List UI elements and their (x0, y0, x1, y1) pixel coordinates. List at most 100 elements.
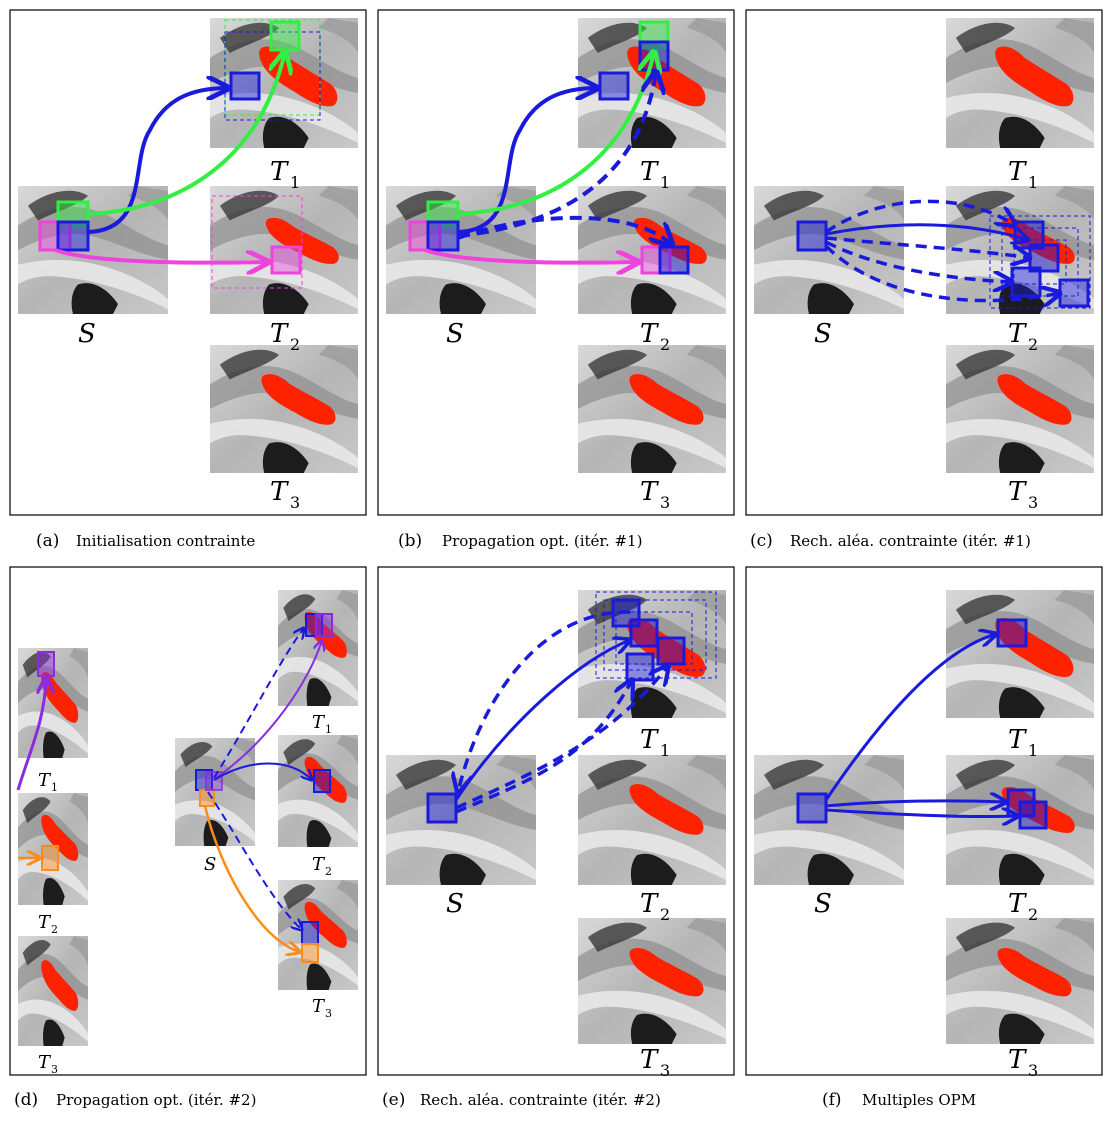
label-t1-sub: 1 (325, 723, 332, 736)
label-t3-sub: 3 (1028, 493, 1038, 512)
left-label-t2: T (38, 912, 52, 933)
label-t2: T (640, 319, 659, 349)
source-blue-patch (426, 792, 458, 824)
label-t2-sub: 2 (1028, 905, 1038, 924)
label-t3-sub: 3 (290, 493, 300, 512)
caption-b: (b) Propagation opt. (itér. #1) (398, 531, 642, 551)
label-t3-sub: 3 (660, 1061, 670, 1080)
caption-d: (d) Propagation opt. (itér. #2) (14, 1090, 256, 1110)
label-t2: T (640, 889, 659, 919)
t2-magenta-patch (270, 245, 302, 275)
label-t1: T (312, 712, 326, 733)
magenta-arrow (54, 248, 268, 263)
dashed-arrow-t3 (207, 791, 302, 930)
label-t3-sub: 3 (325, 1007, 332, 1020)
label-t2-sub: 2 (1028, 335, 1038, 354)
dashed-arrow-3 (455, 680, 632, 814)
caption-a-tag: (a) (36, 531, 59, 551)
dashed-arrow-3 (825, 240, 1012, 282)
blue-arrow (454, 640, 630, 801)
caption-b-text: Propagation opt. (itér. #1) (442, 532, 642, 550)
left-label-t3: T (38, 1052, 52, 1073)
left-label-t2-sub: 2 (51, 923, 58, 936)
t3-image (578, 345, 726, 473)
blue-arrow-t2 (213, 762, 312, 781)
source-blue-patch (796, 792, 828, 824)
dashed-arrow-t1 (213, 628, 304, 779)
source-blue-patch (796, 220, 828, 252)
label-t1-sub: 1 (290, 173, 300, 192)
panel-d-frame (9, 566, 367, 1076)
blue-dashed-arrow-t1 (457, 72, 656, 238)
dashed-arrow-1 (458, 610, 631, 792)
t1-green-patch (269, 20, 301, 52)
dashed-arrow-2 (825, 236, 1030, 258)
t1-blue-patch (229, 71, 261, 101)
label-t2-sub: 2 (325, 865, 332, 878)
candidate-patch-4 (625, 652, 655, 682)
magenta-patch (38, 220, 72, 252)
left-purple-arrow (16, 678, 46, 791)
label-t3-sub: 3 (1028, 1061, 1038, 1080)
caption-f-tag: (f) (822, 1090, 842, 1110)
panel-c: S T 1 T 2 T 3 (754, 18, 1094, 512)
candidate-patch-3 (656, 636, 686, 666)
blue-patch (426, 220, 460, 252)
candidate-patch-3 (1010, 266, 1042, 298)
left-label-t1: T (38, 770, 52, 791)
candidate-patch-4 (1058, 278, 1090, 308)
caption-f-text: Multiples OPM (862, 1091, 976, 1109)
panel-b-frame (377, 9, 735, 516)
label-t3: T (1008, 477, 1027, 507)
panel-a-frame (9, 9, 367, 516)
label-t2: T (312, 854, 326, 875)
panel-e-frame (377, 566, 735, 1076)
caption-b-tag: (b) (398, 531, 422, 551)
blue-patch (56, 220, 90, 252)
blue-arrow (825, 223, 1028, 240)
t2-blue-patch-2 (1018, 800, 1048, 830)
left-purple-patch (37, 651, 55, 677)
t1-blue-patch (598, 71, 630, 101)
caption-c: (c) Rech. aléa. contrainte (itér. #1) (750, 531, 1031, 551)
label-t3: T (640, 477, 659, 507)
dashed-arrow-2 (455, 666, 668, 810)
label-s: S (814, 889, 832, 919)
label-t3: T (640, 1045, 659, 1075)
t3-image (578, 918, 726, 1044)
t2-image (578, 755, 726, 885)
panel-a: S T 1 T 2 T 3 (18, 18, 358, 512)
label-t2-sub: 2 (290, 335, 300, 354)
t2-blue-patch (313, 769, 331, 793)
label-t1-sub: 1 (660, 741, 670, 760)
dashed-arrow-1 (825, 199, 1015, 234)
label-s: S (446, 319, 464, 349)
arrow-to-t2-a (825, 801, 1006, 806)
candidate-patch-2 (629, 618, 659, 648)
panel-d: T 1 T 2 T 3 S T 1 T 2 T 3 (16, 590, 358, 1076)
caption-a-text: Initialisation contrainte (76, 532, 255, 550)
label-t1: T (640, 157, 659, 187)
label-t2: T (1008, 319, 1027, 349)
source-image (754, 755, 904, 885)
search-window-medium (603, 599, 707, 671)
label-t1: T (1008, 725, 1027, 755)
caption-d-text: Propagation opt. (itér. #2) (56, 1091, 256, 1109)
label-t2: T (270, 319, 289, 349)
label-t1-sub: 1 (1028, 741, 1038, 760)
label-t1: T (270, 157, 289, 187)
label-t3-sub: 3 (660, 493, 670, 512)
t1-purple-patch (315, 613, 333, 637)
panel-b: S T 1 T 2 T 3 (386, 18, 726, 512)
label-s: S (204, 854, 216, 875)
label-t2-sub: 2 (660, 335, 670, 354)
caption-e-tag: (e) (382, 1090, 405, 1110)
panel-f-frame (745, 566, 1103, 1076)
t3-blue-patch (301, 921, 319, 945)
orange-arrow-t3 (203, 805, 300, 952)
blue-arrow (457, 88, 597, 234)
label-t3: T (312, 996, 326, 1017)
label-s: S (78, 319, 96, 349)
caption-c-text: Rech. aléa. contrainte (itér. #1) (790, 532, 1031, 550)
